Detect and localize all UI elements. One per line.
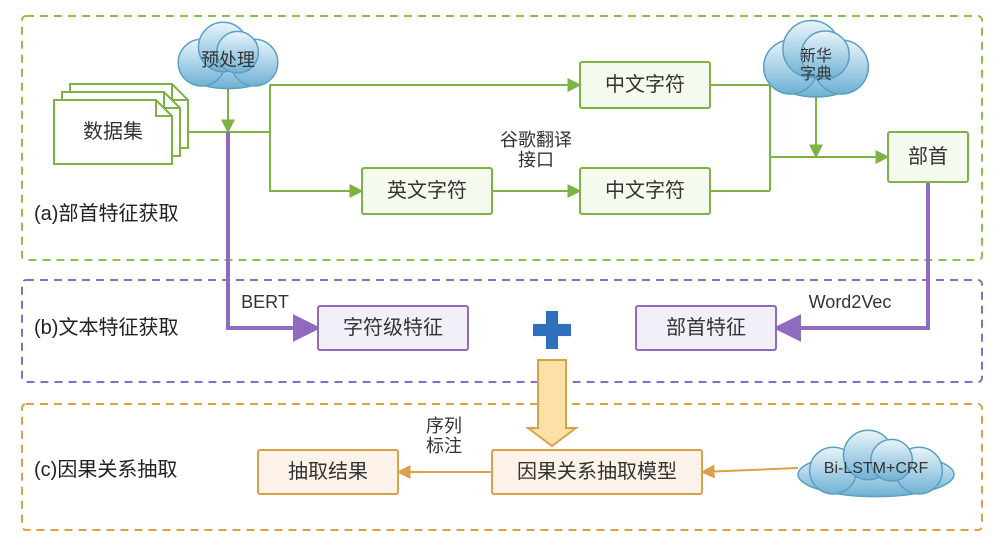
node-label-charfeat: 字符级特征 [343, 316, 443, 339]
node-label-extract_result: 抽取结果 [288, 460, 368, 483]
cloud-xhdict: 新华字典 [764, 21, 869, 98]
edge-e13 [702, 468, 798, 472]
cloud-label-bilstm: Bi-LSTM+CRF [824, 460, 929, 477]
node-label-cn2: 中文字符 [605, 179, 685, 202]
edge-label-e4: 谷歌翻译接口 [500, 130, 572, 170]
section-label-b: (b)文本特征获取 [34, 316, 178, 339]
doc-label-dataset: 数据集 [83, 120, 143, 143]
edge-e2 [228, 85, 580, 132]
diagram-canvas: (a)部首特征获取 (b)文本特征获取 (c)因果关系抽取 谷歌翻译接口 BERT Wor… [0, 0, 1000, 546]
node-label-radfeat: 部首特征 [666, 316, 746, 339]
node-label-cn1: 中文字符 [605, 73, 685, 96]
cloud-bilstm: Bi-LSTM+CRF [798, 430, 954, 496]
cloud-preproc: 预处理 [178, 22, 278, 88]
edge-e3 [228, 132, 362, 191]
edge-label-e9: BERT [241, 292, 289, 312]
section-label-a: (a)部首特征获取 [34, 202, 178, 225]
plus-v [546, 311, 558, 349]
edge-label-e10: Word2Vec [809, 292, 892, 312]
edge-label-e12: 序列标注 [426, 416, 462, 456]
section-label-c: (c)因果关系抽取 [34, 458, 177, 481]
node-label-causal_model: 因果关系抽取模型 [517, 460, 677, 483]
node-label-en: 英文字符 [387, 179, 467, 202]
cloud-label-preproc: 预处理 [201, 50, 255, 70]
node-label-radical: 部首 [908, 145, 948, 168]
